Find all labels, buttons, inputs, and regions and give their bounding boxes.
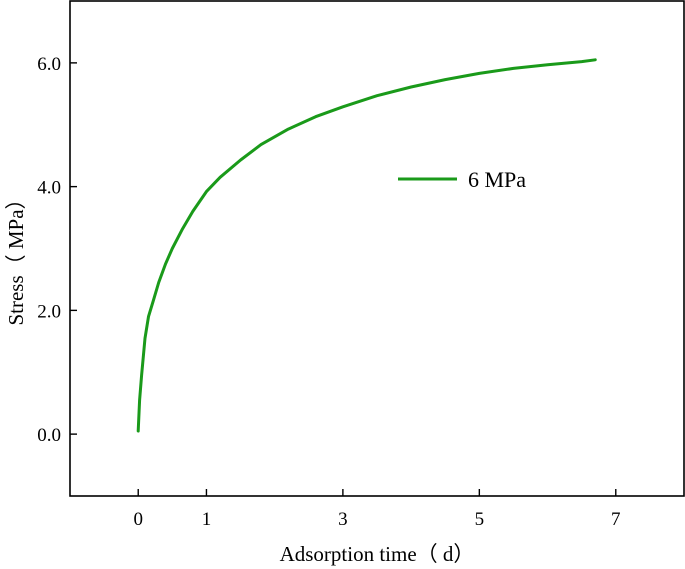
y-tick-label: 4.0 (37, 178, 61, 199)
x-tick-label: 1 (202, 509, 212, 530)
legend: 6 MPa (398, 167, 526, 192)
y-tick-label: 6.0 (37, 54, 61, 75)
x-tick-label: 7 (611, 509, 621, 530)
x-tick-label: 5 (475, 509, 485, 530)
x-axis: 0 1 3 5 7 (133, 489, 621, 530)
plot-frame (69, 0, 685, 497)
y-axis: 0.0 2.0 4.0 6.0 (37, 54, 77, 446)
legend-label: 6 MPa (468, 167, 526, 192)
x-axis-title: Adsorption time（ d） (280, 542, 475, 566)
series-layer (136, 58, 597, 433)
y-tick-label: 0.0 (37, 425, 61, 446)
series-line (136, 58, 597, 433)
y-axis-title: Stress（ MPa） (4, 188, 28, 325)
x-tick-label: 3 (338, 509, 348, 530)
y-tick-label: 2.0 (37, 301, 61, 322)
x-tick-label: 0 (133, 509, 143, 530)
